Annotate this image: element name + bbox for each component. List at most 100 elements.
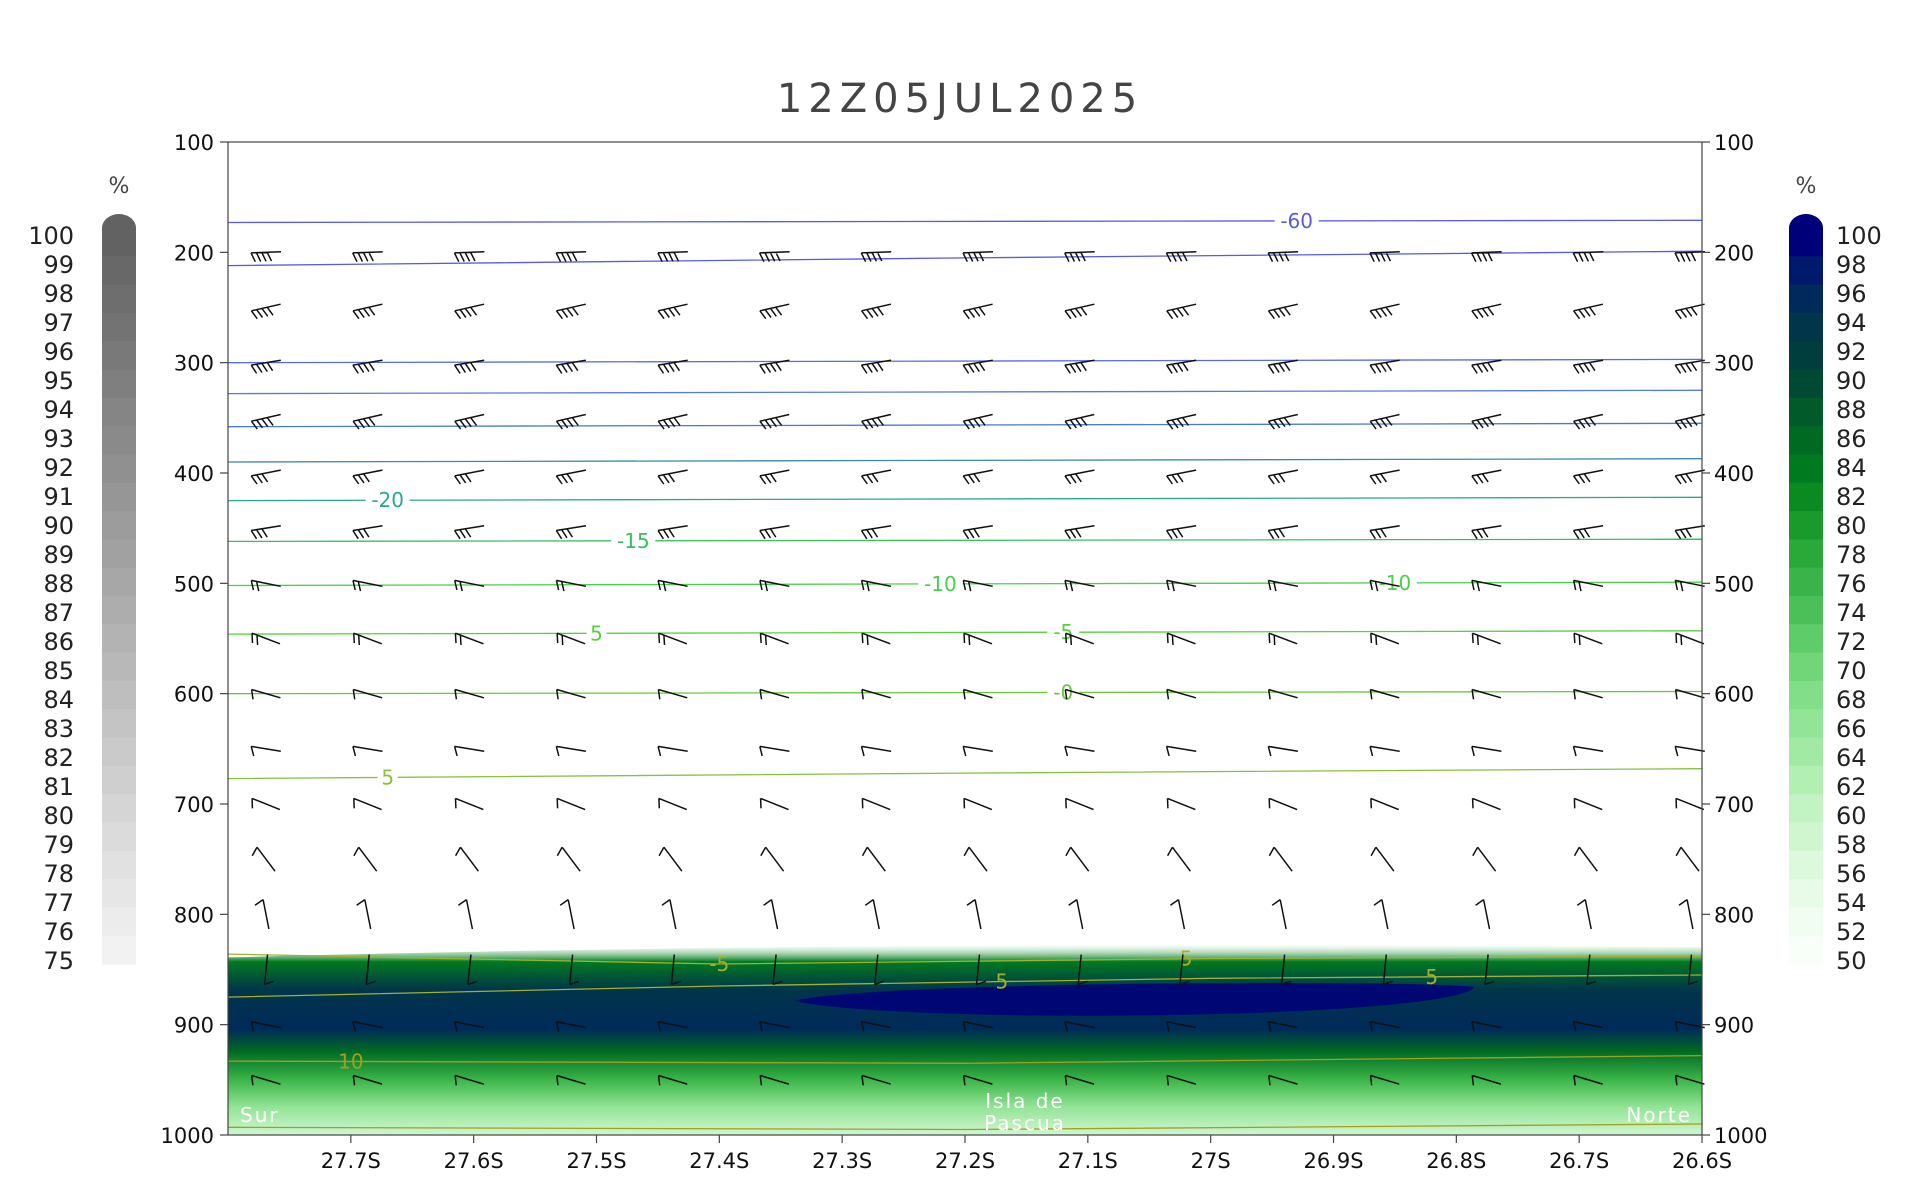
wind-barb	[556, 797, 586, 811]
wind-barb	[657, 251, 688, 263]
wind-barb	[1166, 303, 1197, 320]
wind-barb	[1267, 303, 1298, 320]
wind-barb	[1169, 898, 1186, 930]
wind-barb	[352, 251, 383, 263]
wind-barb	[1674, 303, 1705, 320]
contour-line	[227, 974, 1703, 998]
wind-barb	[250, 579, 281, 592]
left-cbar-label: 77	[43, 889, 74, 917]
left-cbar-unit: %	[109, 174, 130, 199]
contour-line	[227, 1123, 1703, 1131]
wind-barb	[1166, 846, 1191, 872]
wind-barb	[1267, 359, 1299, 374]
right-cbar-label: 54	[1836, 889, 1867, 917]
left-cbar-label: 90	[43, 512, 74, 540]
wind-barb	[1369, 525, 1400, 540]
wind-barb	[1369, 745, 1400, 757]
wind-barb	[658, 797, 688, 811]
wind-barb	[1471, 1074, 1502, 1086]
wind-barbs	[250, 251, 1706, 1086]
right-cbar-label: 86	[1836, 425, 1867, 453]
left-cbar-label: 91	[43, 483, 74, 511]
right-cbar-swatch	[1789, 737, 1823, 767]
wind-barb	[1370, 846, 1395, 872]
left-cbar-swatch	[102, 652, 136, 682]
contour-label: 5	[995, 970, 1008, 994]
wind-barb	[352, 469, 383, 485]
y-tick-label-left: 200	[174, 241, 214, 265]
left-cbar-swatch	[102, 397, 136, 427]
wind-barb	[1165, 579, 1197, 592]
contour-label-bg	[1372, 572, 1417, 593]
wind-barb	[1572, 1020, 1604, 1032]
contour-label: -0	[1053, 680, 1073, 704]
wind-barb	[556, 1074, 586, 1086]
wind-barb	[1471, 359, 1502, 374]
wind-barb	[657, 413, 688, 430]
contour-line	[227, 496, 1703, 502]
wind-barb	[467, 954, 478, 986]
left-cbar-swatch	[102, 567, 136, 597]
wind-barb	[759, 1020, 790, 1032]
wind-barb	[1370, 632, 1400, 646]
wind-barb	[1572, 469, 1604, 485]
wind-barb	[1065, 846, 1090, 872]
wind-barb	[1674, 525, 1705, 540]
left-cbar-label: 94	[43, 396, 74, 424]
wind-barb	[356, 898, 372, 930]
left-cbar-swatch	[102, 737, 136, 767]
wind-barb	[1166, 688, 1197, 700]
right-cbar-label: 84	[1836, 454, 1867, 482]
wind-barb	[1471, 469, 1502, 485]
wind-barb	[556, 632, 586, 646]
wind-barb	[758, 251, 790, 263]
wind-barb	[759, 688, 790, 700]
wind-barb	[962, 745, 993, 757]
left-cbar-swatch	[102, 511, 136, 540]
right-cbar-swatch	[1789, 879, 1823, 908]
y-tick-label-right: 600	[1714, 683, 1754, 707]
y-tick-label-right: 500	[1714, 572, 1754, 596]
wind-barb	[250, 413, 281, 430]
wind-barb	[453, 359, 485, 374]
wind-barb	[352, 579, 383, 592]
left-cbar-label: 93	[43, 425, 74, 453]
wind-barb	[1267, 413, 1298, 430]
left-cbar-label: 95	[43, 367, 74, 395]
wind-barb	[1576, 898, 1592, 930]
wind-barb	[861, 688, 891, 700]
wind-barb	[759, 632, 789, 646]
contour-line	[227, 458, 1703, 463]
left-cbar-label: 82	[43, 744, 74, 772]
left-cbar-swatch	[102, 454, 136, 484]
left-cbar-swatch	[102, 624, 136, 654]
wind-barb	[1064, 1020, 1095, 1032]
wind-barb	[1267, 688, 1298, 700]
wind-barb	[254, 898, 270, 930]
wind-barb	[365, 954, 376, 986]
left-cbar-label: 100	[28, 222, 74, 250]
y-tick-label-left: 700	[174, 793, 214, 817]
left-cbar-swatch	[102, 850, 136, 880]
wind-barb	[555, 688, 586, 700]
wind-barb	[352, 632, 383, 646]
right-cbar-swatch	[1789, 454, 1823, 484]
x-tick-label: 27S	[1191, 1149, 1231, 1173]
wind-barb	[763, 898, 779, 930]
right-cbar-label: 50	[1836, 947, 1867, 975]
y-tick-label-right: 300	[1714, 352, 1754, 376]
wind-barb	[1572, 745, 1604, 757]
wind-barb	[963, 797, 993, 811]
x-tick-label: 27.2S	[935, 1149, 995, 1173]
wind-barb	[1573, 632, 1603, 646]
x-tick-label: 27.3S	[812, 1149, 872, 1173]
wind-barb	[1064, 359, 1095, 374]
wind-barb	[555, 303, 586, 320]
wind-barb	[1369, 688, 1400, 700]
wind-barb	[861, 1074, 891, 1086]
left-cbar-label: 79	[43, 831, 74, 859]
x-tick-label: 27.1S	[1058, 1149, 1118, 1173]
wind-barb	[453, 745, 485, 757]
left-cbar-label: 84	[43, 686, 74, 714]
